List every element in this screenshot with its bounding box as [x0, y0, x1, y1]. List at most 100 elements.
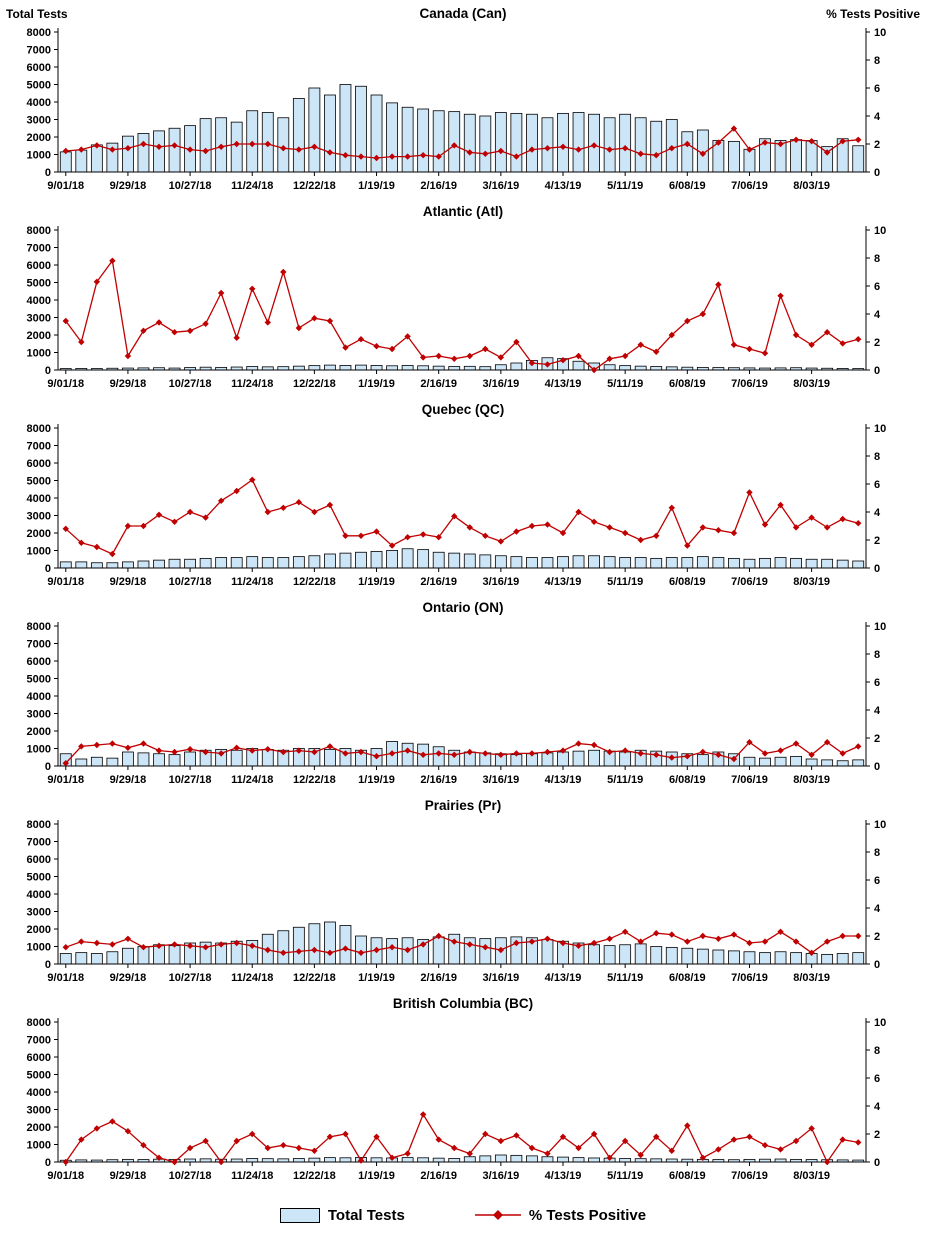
- svg-text:11/24/18: 11/24/18: [231, 774, 273, 786]
- svg-text:1/19/19: 1/19/19: [358, 378, 395, 390]
- svg-text:7/06/19: 7/06/19: [731, 378, 768, 390]
- svg-text:2000: 2000: [27, 132, 51, 144]
- svg-text:7000: 7000: [27, 639, 51, 651]
- chart-head-british-columbia: British Columbia (BC): [0, 994, 926, 1014]
- svg-text:10/27/18: 10/27/18: [169, 180, 212, 192]
- chart-section-canada: Total Tests Canada (Can) % Tests Positiv…: [0, 4, 926, 202]
- svg-text:6/08/19: 6/08/19: [669, 972, 706, 984]
- svg-text:10: 10: [874, 819, 886, 831]
- ontario-plot: 0 1000 2000 3000 4000 5000 6000 7000 8000 0 2 4 6 8 10…: [27, 621, 887, 786]
- svg-text:2: 2: [874, 337, 880, 349]
- legend-line-swatch: [474, 1210, 521, 1220]
- axes: 0 1000 2000 3000 4000 5000 6000 7000 8000 0 2 4 6 8 10…: [27, 819, 887, 984]
- svg-text:0: 0: [874, 959, 880, 971]
- svg-text:4: 4: [874, 1101, 881, 1113]
- svg-text:7/06/19: 7/06/19: [731, 576, 768, 588]
- svg-text:1/19/19: 1/19/19: [358, 774, 395, 786]
- chart-head-canada: Total Tests Canada (Can) % Tests Positiv…: [0, 4, 926, 24]
- svg-text:7000: 7000: [27, 441, 51, 453]
- svg-text:1000: 1000: [27, 546, 51, 558]
- atlantic-plot: 0 1000 2000 3000 4000 5000 6000 7000 8000 0 2 4 6 8 10…: [27, 225, 887, 390]
- chart-head-atlantic: Atlantic (Atl): [0, 202, 926, 222]
- svg-text:0: 0: [45, 959, 51, 971]
- svg-text:9/29/18: 9/29/18: [110, 378, 147, 390]
- axes: 0 1000 2000 3000 4000 5000 6000 7000 8000 0 2 4 6 8 10…: [27, 225, 887, 390]
- pct-line-series: [62, 928, 862, 956]
- svg-text:6/08/19: 6/08/19: [669, 1170, 706, 1182]
- svg-text:1000: 1000: [27, 348, 51, 360]
- svg-text:0: 0: [45, 761, 51, 773]
- svg-text:0: 0: [45, 167, 51, 179]
- svg-text:6: 6: [874, 677, 880, 689]
- chart-title-quebec: Quebec (QC): [421, 402, 505, 417]
- axes: 0 1000 2000 3000 4000 5000 6000 7000 8000 0 2 4 6 8 10…: [27, 27, 887, 192]
- svg-text:12/22/18: 12/22/18: [293, 576, 336, 588]
- svg-text:4: 4: [874, 111, 881, 123]
- svg-text:9/01/18: 9/01/18: [47, 1170, 84, 1182]
- svg-text:0: 0: [874, 563, 880, 575]
- chart-section-atlantic: Atlantic (Atl) 0 1000 2000 3000 4000 5000 6000…: [0, 202, 926, 400]
- svg-text:9/29/18: 9/29/18: [110, 576, 147, 588]
- svg-text:2: 2: [874, 535, 880, 547]
- axes: 0 1000 2000 3000 4000 5000 6000 7000 8000 0 2 4 6 8 10…: [27, 423, 887, 588]
- legend: Total Tests % Tests Positive: [0, 1192, 926, 1238]
- svg-text:10: 10: [874, 225, 886, 237]
- svg-text:4/13/19: 4/13/19: [545, 972, 582, 984]
- legend-bar-swatch: [279, 1207, 320, 1223]
- svg-text:8/03/19: 8/03/19: [793, 576, 830, 588]
- svg-text:6000: 6000: [27, 62, 51, 74]
- pct-line-series: [62, 476, 862, 558]
- svg-text:2000: 2000: [27, 726, 51, 738]
- svg-text:1/19/19: 1/19/19: [358, 180, 395, 192]
- pct-line-series: [62, 739, 862, 767]
- svg-text:8/03/19: 8/03/19: [793, 180, 830, 192]
- svg-text:6000: 6000: [27, 656, 51, 668]
- chart-head-ontario: Ontario (ON): [0, 598, 926, 618]
- svg-text:2: 2: [874, 139, 880, 151]
- svg-text:9/01/18: 9/01/18: [47, 774, 84, 786]
- svg-text:4000: 4000: [27, 295, 51, 307]
- svg-text:3000: 3000: [27, 313, 51, 325]
- svg-text:11/24/18: 11/24/18: [231, 1170, 273, 1182]
- bars-series: [59, 548, 865, 569]
- svg-text:1000: 1000: [27, 942, 51, 954]
- svg-text:12/22/18: 12/22/18: [293, 180, 336, 192]
- svg-text:0: 0: [45, 563, 51, 575]
- canada-plot: 0 1000 2000 3000 4000 5000 6000 7000 8000 0 2 4 6 8 10…: [27, 27, 887, 192]
- svg-text:0: 0: [874, 167, 880, 179]
- svg-text:4000: 4000: [27, 691, 51, 703]
- svg-text:8000: 8000: [27, 225, 51, 237]
- chart-section-ontario: Ontario (ON) 0 1000 2000 3000 4000 5000 6000 70…: [0, 598, 926, 796]
- svg-text:0: 0: [45, 1157, 51, 1169]
- left-axis-title: Total Tests: [6, 7, 68, 21]
- svg-text:0: 0: [874, 365, 880, 377]
- svg-text:10/27/18: 10/27/18: [169, 774, 212, 786]
- svg-text:2/16/19: 2/16/19: [420, 774, 457, 786]
- svg-text:9/01/18: 9/01/18: [47, 972, 84, 984]
- svg-text:11/24/18: 11/24/18: [231, 972, 273, 984]
- svg-text:6: 6: [874, 875, 880, 887]
- svg-text:8000: 8000: [27, 621, 51, 633]
- svg-text:4: 4: [874, 507, 881, 519]
- svg-text:8000: 8000: [27, 27, 51, 39]
- pct-line-series: [62, 125, 862, 162]
- pct-line-series: [62, 1111, 862, 1166]
- svg-text:1/19/19: 1/19/19: [358, 1170, 395, 1182]
- svg-text:5/11/19: 5/11/19: [607, 180, 643, 192]
- svg-text:8: 8: [874, 1045, 880, 1057]
- axes: 0 1000 2000 3000 4000 5000 6000 7000 8000 0 2 4 6 8 10…: [27, 621, 887, 786]
- svg-text:3000: 3000: [27, 511, 51, 523]
- svg-text:2/16/19: 2/16/19: [420, 576, 457, 588]
- svg-text:4/13/19: 4/13/19: [545, 774, 582, 786]
- chart-title-ontario: Ontario (ON): [422, 600, 504, 615]
- svg-text:3/16/19: 3/16/19: [482, 972, 519, 984]
- legend-line-label: % Tests Positive: [528, 1206, 647, 1224]
- svg-text:2/16/19: 2/16/19: [420, 378, 457, 390]
- svg-text:6000: 6000: [27, 458, 51, 470]
- svg-text:3/16/19: 3/16/19: [482, 1170, 519, 1182]
- svg-text:4000: 4000: [27, 493, 51, 505]
- svg-text:4000: 4000: [27, 97, 51, 109]
- chart-section-prairies: Prairies (Pr) 0 1000 2000 3000 4000 5000 6000 7…: [0, 796, 926, 994]
- svg-text:0: 0: [874, 1157, 880, 1169]
- svg-text:10: 10: [874, 423, 886, 435]
